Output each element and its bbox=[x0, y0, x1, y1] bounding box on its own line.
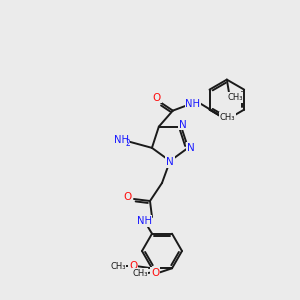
Text: NH: NH bbox=[114, 135, 129, 145]
Text: N: N bbox=[179, 120, 187, 130]
Text: CH₃: CH₃ bbox=[220, 113, 235, 122]
Text: CH₃: CH₃ bbox=[227, 93, 243, 102]
Text: CH₃: CH₃ bbox=[132, 269, 148, 278]
Text: N: N bbox=[187, 143, 195, 153]
Text: N: N bbox=[166, 157, 174, 167]
Text: O: O bbox=[151, 268, 159, 278]
Text: O: O bbox=[129, 261, 137, 271]
Text: NH: NH bbox=[185, 99, 200, 109]
Text: NH: NH bbox=[136, 216, 152, 226]
Text: O: O bbox=[153, 93, 161, 103]
Text: CH₃: CH₃ bbox=[110, 262, 126, 271]
Text: O: O bbox=[124, 192, 132, 202]
Text: 2: 2 bbox=[126, 140, 130, 148]
